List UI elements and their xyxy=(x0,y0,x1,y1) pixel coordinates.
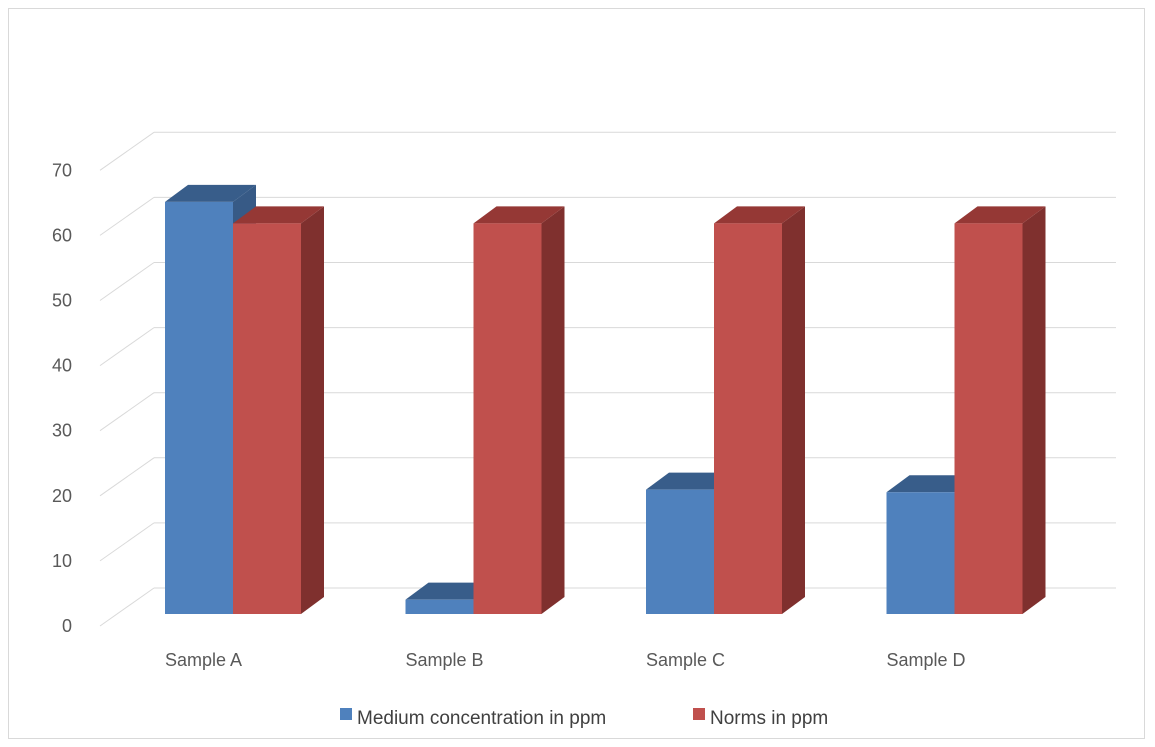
bar-side xyxy=(541,206,565,614)
bar-top xyxy=(233,206,324,224)
gridline-depth-0 xyxy=(99,587,155,627)
gridline-depth-40 xyxy=(99,327,155,367)
bar-front xyxy=(233,223,301,614)
gridline-depth-10 xyxy=(99,522,155,562)
y-tick-label: 0 xyxy=(62,616,72,636)
gridline-depth-60 xyxy=(99,196,155,236)
gridline-depth-50 xyxy=(99,262,155,301)
bar-sample-d-series-2 xyxy=(954,206,1046,614)
legend-label-norms: Norms in ppm xyxy=(710,708,828,729)
bar-sample-b-series-2 xyxy=(473,206,565,614)
x-category-label: Sample B xyxy=(406,650,484,670)
y-tick-label: 30 xyxy=(52,421,72,441)
bar-side xyxy=(1022,206,1046,614)
y-tick-label: 70 xyxy=(52,160,72,180)
bar-sample-c-series-2 xyxy=(714,206,805,614)
legend-label-medium: Medium concentration in ppm xyxy=(357,708,606,729)
bar-front xyxy=(405,599,474,614)
bar-front xyxy=(165,201,233,615)
bars xyxy=(165,184,1046,615)
legend-swatch-medium xyxy=(340,708,352,720)
x-axis-categories: Sample A Sample B Sample C Sample D xyxy=(165,650,966,670)
bar-side xyxy=(782,206,805,614)
gridline-depth-70 xyxy=(99,131,155,171)
y-tick-label: 20 xyxy=(52,486,72,506)
y-tick-label: 50 xyxy=(52,291,72,311)
gridline-depth-20 xyxy=(99,457,155,497)
bar-side xyxy=(301,206,324,614)
gridline-depth-30 xyxy=(99,392,155,432)
bar-front xyxy=(886,492,955,614)
bar-sample-a-series-2 xyxy=(233,206,324,614)
bar-front xyxy=(646,489,714,614)
bar-top xyxy=(165,184,256,202)
bar-front xyxy=(473,223,542,614)
bar-top xyxy=(714,206,805,224)
y-tick-label: 10 xyxy=(52,551,72,571)
y-axis-ticks: 0 10 20 30 40 50 60 70 xyxy=(52,160,72,636)
legend: Medium concentration in ppm Norms in ppm xyxy=(340,708,828,729)
y-tick-label: 60 xyxy=(52,225,72,245)
bar-top xyxy=(473,206,565,224)
bar-front xyxy=(714,223,782,614)
legend-swatch-norms xyxy=(693,708,705,720)
y-tick-label: 40 xyxy=(52,356,72,376)
bar-top xyxy=(954,206,1046,224)
bar-front xyxy=(954,223,1023,614)
x-category-label: Sample D xyxy=(887,650,966,670)
x-category-label: Sample C xyxy=(646,650,725,670)
x-category-label: Sample A xyxy=(165,650,242,670)
